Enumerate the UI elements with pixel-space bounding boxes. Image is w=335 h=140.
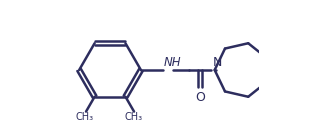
Text: O: O: [195, 91, 205, 104]
Text: N: N: [213, 56, 222, 69]
Text: CH₃: CH₃: [75, 112, 93, 122]
Text: NH: NH: [164, 56, 182, 69]
Text: CH₃: CH₃: [125, 112, 143, 122]
